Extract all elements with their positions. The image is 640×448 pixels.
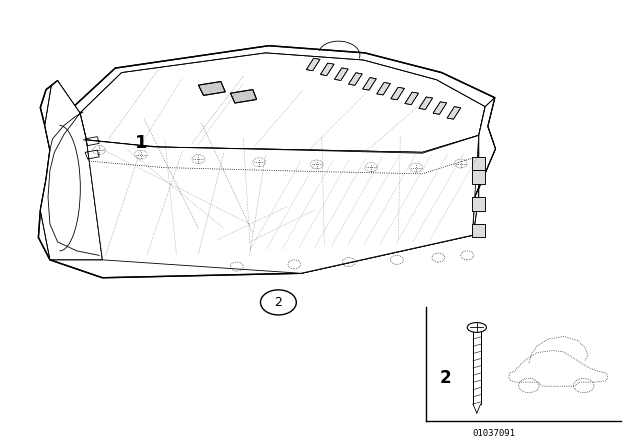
Polygon shape [198,82,225,95]
Text: 01037091: 01037091 [472,429,515,438]
Text: 1: 1 [134,134,147,152]
Polygon shape [307,58,320,71]
Polygon shape [433,102,447,114]
Polygon shape [377,82,390,95]
Polygon shape [230,90,257,103]
Text: 2: 2 [275,296,282,309]
Polygon shape [472,197,485,211]
Polygon shape [294,98,495,273]
Polygon shape [472,157,485,170]
Polygon shape [335,68,348,81]
Polygon shape [419,97,433,109]
Polygon shape [472,170,485,184]
Polygon shape [405,92,419,105]
Polygon shape [391,87,404,100]
Polygon shape [80,53,485,152]
Polygon shape [321,63,334,76]
Ellipse shape [467,323,486,332]
Polygon shape [86,135,479,273]
Circle shape [260,290,296,315]
Polygon shape [349,73,362,85]
Polygon shape [40,81,102,260]
Polygon shape [38,46,495,278]
Text: 2: 2 [440,369,451,387]
Polygon shape [447,107,461,119]
Polygon shape [363,78,376,90]
Polygon shape [472,224,485,237]
